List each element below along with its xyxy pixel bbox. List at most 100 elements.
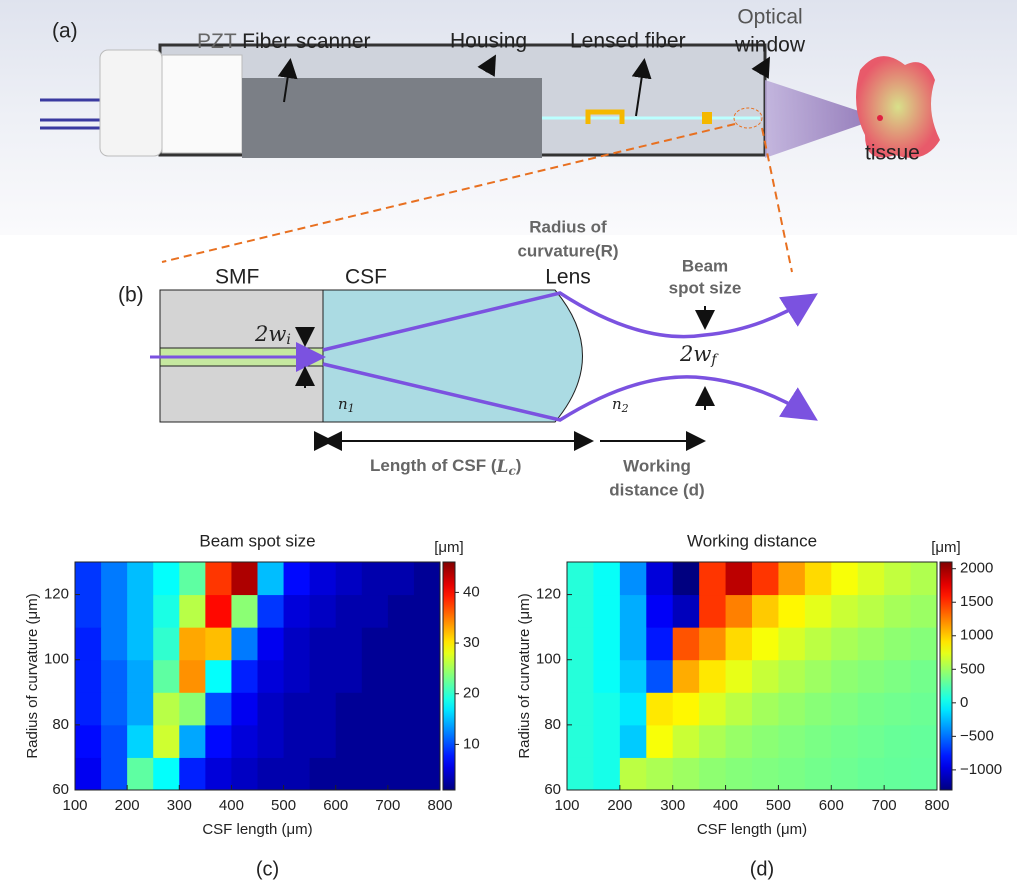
heat-cell (258, 725, 285, 758)
heat-cell (310, 757, 337, 790)
label: i (286, 332, 290, 348)
heat-cell (336, 627, 363, 660)
heat-cell (752, 725, 779, 758)
heat-cell (805, 725, 832, 758)
heat-cell (778, 562, 805, 595)
label: Beam (682, 256, 728, 275)
heat-cell (593, 562, 620, 595)
label: distance (d) (609, 480, 704, 499)
x-axis-label: CSF length (μm) (202, 821, 312, 838)
heat-cell (388, 595, 415, 628)
heat-cell (911, 595, 938, 628)
heat-cell (258, 660, 285, 693)
heat-cell (231, 725, 258, 758)
scanner (242, 78, 542, 158)
heat-cell (699, 757, 726, 790)
heat-cell (646, 725, 673, 758)
label: PZT (197, 30, 237, 53)
heat-cell (362, 757, 389, 790)
heat-cell (620, 627, 647, 660)
colorbar-tick-label: 1000 (960, 627, 993, 644)
spot (877, 115, 883, 121)
heat-cell (336, 562, 363, 595)
heat-cell (153, 562, 180, 595)
heat-cell (805, 627, 832, 660)
y-axis-label: Radius of curvature (μm) (24, 593, 41, 758)
heat-cell (258, 757, 285, 790)
label: Length of CSF (Lc) (370, 456, 521, 477)
panel-b: (b) SMF CSF Radius of curvature(R) Lens … (118, 217, 812, 499)
heat-cell (858, 660, 885, 693)
heat-cell (284, 692, 311, 725)
heat-cell (127, 725, 154, 758)
label: 2wi (254, 322, 291, 349)
heat-cell (646, 757, 673, 790)
heat-cell (620, 725, 647, 758)
heat-cell (699, 692, 726, 725)
heat-cell (726, 757, 753, 790)
heat-cell (752, 660, 779, 693)
heat-cell (911, 757, 938, 790)
heat-cell (884, 627, 911, 660)
heat-cell (911, 725, 938, 758)
heat-cell (620, 562, 647, 595)
heat-cell (673, 595, 700, 628)
heat-cell (831, 595, 858, 628)
panel-label: (c) (256, 858, 279, 880)
y-tick-label: 120 (44, 586, 69, 603)
heat-cell (205, 692, 232, 725)
chart-title: Beam spot size (199, 531, 315, 550)
heat-cell (778, 757, 805, 790)
heat-cell (593, 692, 620, 725)
heat-cell (75, 725, 102, 758)
x-tick-label: 500 (766, 797, 791, 814)
csf (323, 290, 583, 422)
y-tick-label: 80 (52, 716, 69, 733)
colorbar-tick-label: 0 (960, 694, 968, 711)
heat-cell (258, 627, 285, 660)
y-tick-label: 80 (544, 716, 561, 733)
heat-cell (646, 692, 673, 725)
heat-cell (179, 595, 206, 628)
label: Optical (737, 6, 802, 29)
heat-cell (778, 725, 805, 758)
heat-cell (858, 725, 885, 758)
heat-cell (127, 757, 154, 790)
heat-cell (726, 627, 753, 660)
heat-cell (127, 595, 154, 628)
x-axis-label: CSF length (μm) (697, 821, 807, 838)
heat-cell (831, 660, 858, 693)
cap (100, 50, 162, 156)
heat-cell (699, 562, 726, 595)
heat-cell (336, 595, 363, 628)
heat-cell (310, 595, 337, 628)
heat-cell (101, 757, 128, 790)
heat-cell (699, 660, 726, 693)
figure: (a) PZT Fiber scanner Housing Lensed fib… (0, 0, 1017, 885)
colorbar-tick-label: 30 (463, 634, 480, 651)
heat-cell (593, 725, 620, 758)
x-tick-label: 600 (323, 797, 348, 814)
panel-label: (b) (118, 284, 144, 307)
heat-cell (75, 692, 102, 725)
heat-cell (673, 692, 700, 725)
label: 2 (621, 402, 629, 415)
heat-cell (593, 595, 620, 628)
heat-cell (284, 562, 311, 595)
heat-cell (831, 757, 858, 790)
chart-title: Working distance (687, 531, 817, 550)
heat-cell (284, 627, 311, 660)
label: n2 (612, 395, 629, 415)
colorbar-tick-label: 2000 (960, 560, 993, 577)
label: Lensed fiber (570, 30, 686, 53)
heat-cell (231, 757, 258, 790)
heat-cell (388, 757, 415, 790)
x-tick-label: 200 (607, 797, 632, 814)
heat-cell (284, 725, 311, 758)
x-tick-label: 100 (62, 797, 87, 814)
y-tick-label: 60 (52, 781, 69, 798)
heat-cell (805, 757, 832, 790)
label: ) (516, 456, 522, 475)
label: spot size (669, 278, 742, 297)
heat-cell (310, 627, 337, 660)
